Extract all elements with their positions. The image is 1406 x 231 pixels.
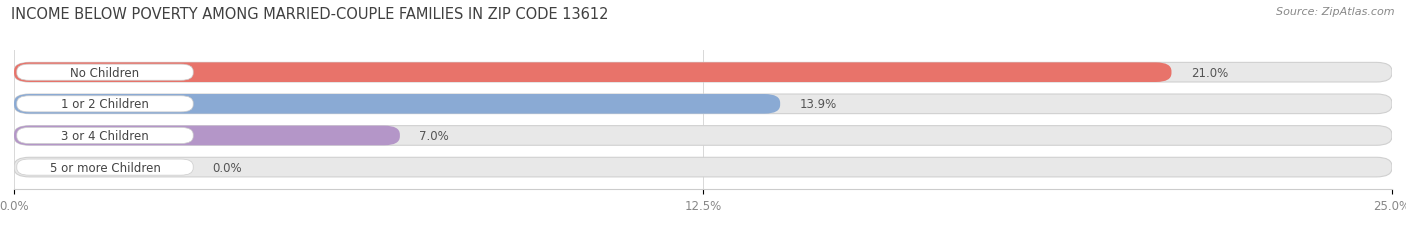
Text: 3 or 4 Children: 3 or 4 Children bbox=[60, 129, 149, 142]
FancyBboxPatch shape bbox=[14, 158, 1392, 177]
FancyBboxPatch shape bbox=[14, 95, 780, 114]
FancyBboxPatch shape bbox=[14, 63, 1171, 83]
FancyBboxPatch shape bbox=[14, 126, 399, 146]
Text: 7.0%: 7.0% bbox=[419, 129, 449, 142]
Text: 13.9%: 13.9% bbox=[800, 98, 837, 111]
FancyBboxPatch shape bbox=[17, 65, 193, 81]
Text: 0.0%: 0.0% bbox=[212, 161, 242, 174]
FancyBboxPatch shape bbox=[14, 126, 1392, 146]
Text: 21.0%: 21.0% bbox=[1191, 66, 1227, 79]
FancyBboxPatch shape bbox=[17, 159, 193, 175]
FancyBboxPatch shape bbox=[14, 63, 1392, 83]
Text: No Children: No Children bbox=[70, 66, 139, 79]
FancyBboxPatch shape bbox=[17, 96, 193, 112]
Text: Source: ZipAtlas.com: Source: ZipAtlas.com bbox=[1277, 7, 1395, 17]
Text: 1 or 2 Children: 1 or 2 Children bbox=[60, 98, 149, 111]
FancyBboxPatch shape bbox=[17, 128, 193, 144]
Text: 5 or more Children: 5 or more Children bbox=[49, 161, 160, 174]
FancyBboxPatch shape bbox=[14, 95, 1392, 114]
Text: INCOME BELOW POVERTY AMONG MARRIED-COUPLE FAMILIES IN ZIP CODE 13612: INCOME BELOW POVERTY AMONG MARRIED-COUPL… bbox=[11, 7, 609, 22]
